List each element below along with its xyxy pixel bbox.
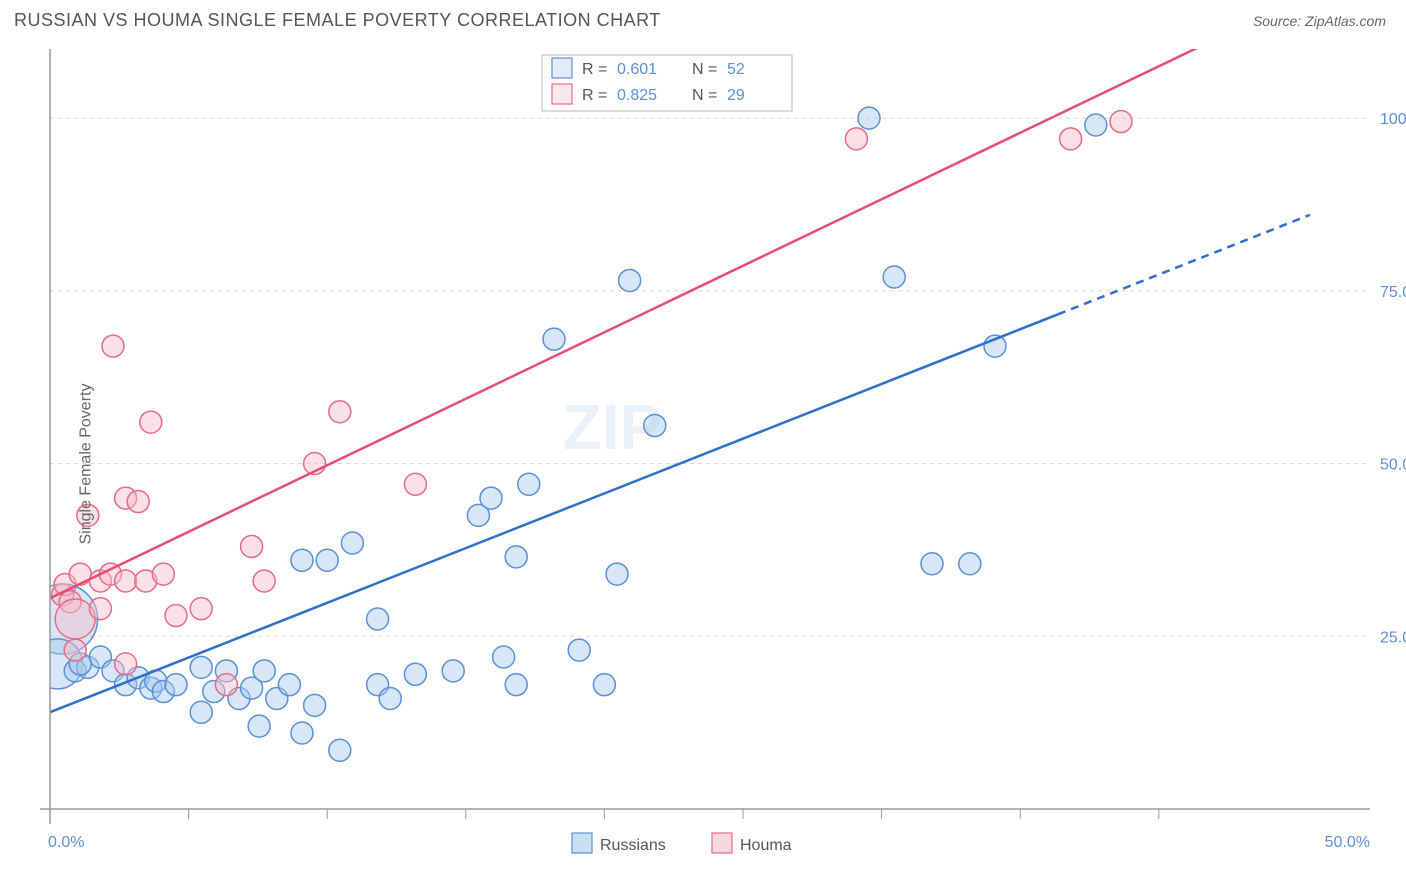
svg-text:50.0%: 50.0% [1380, 457, 1406, 474]
svg-text:ZIPatlas: ZIPatlas [563, 391, 798, 463]
svg-text:75.0%: 75.0% [1380, 284, 1406, 301]
svg-text:R =: R = [582, 61, 607, 78]
svg-text:52: 52 [727, 61, 745, 78]
chart-header: RUSSIAN VS HOUMA SINGLE FEMALE POVERTY C… [0, 0, 1406, 39]
svg-text:0.601: 0.601 [617, 61, 657, 78]
svg-text:50.0%: 50.0% [1325, 834, 1370, 851]
svg-text:Russians: Russians [600, 837, 666, 854]
source-value: ZipAtlas.com [1305, 13, 1386, 29]
svg-text:25.0%: 25.0% [1380, 629, 1406, 646]
svg-text:0.0%: 0.0% [48, 834, 84, 851]
svg-text:0.825: 0.825 [617, 87, 657, 104]
chart-title: RUSSIAN VS HOUMA SINGLE FEMALE POVERTY C… [14, 10, 661, 31]
source-label: Source: [1253, 13, 1301, 29]
y-axis-label: Single Female Poverty [77, 384, 95, 545]
svg-text:29: 29 [727, 87, 745, 104]
source-attribution: Source: ZipAtlas.com [1253, 13, 1386, 29]
svg-text:N =: N = [692, 87, 717, 104]
svg-text:R =: R = [582, 87, 607, 104]
svg-text:100.0%: 100.0% [1380, 111, 1406, 128]
svg-text:N =: N = [692, 61, 717, 78]
svg-text:Houma: Houma [740, 837, 792, 854]
chart-container: Single Female Poverty 25.0% 50.0% 75.0% 100… [0, 39, 1406, 889]
scatter-chart: 25.0% 50.0% 75.0% 100.0% ZIPatlas 0.0% 50.0% R … [0, 39, 1406, 889]
